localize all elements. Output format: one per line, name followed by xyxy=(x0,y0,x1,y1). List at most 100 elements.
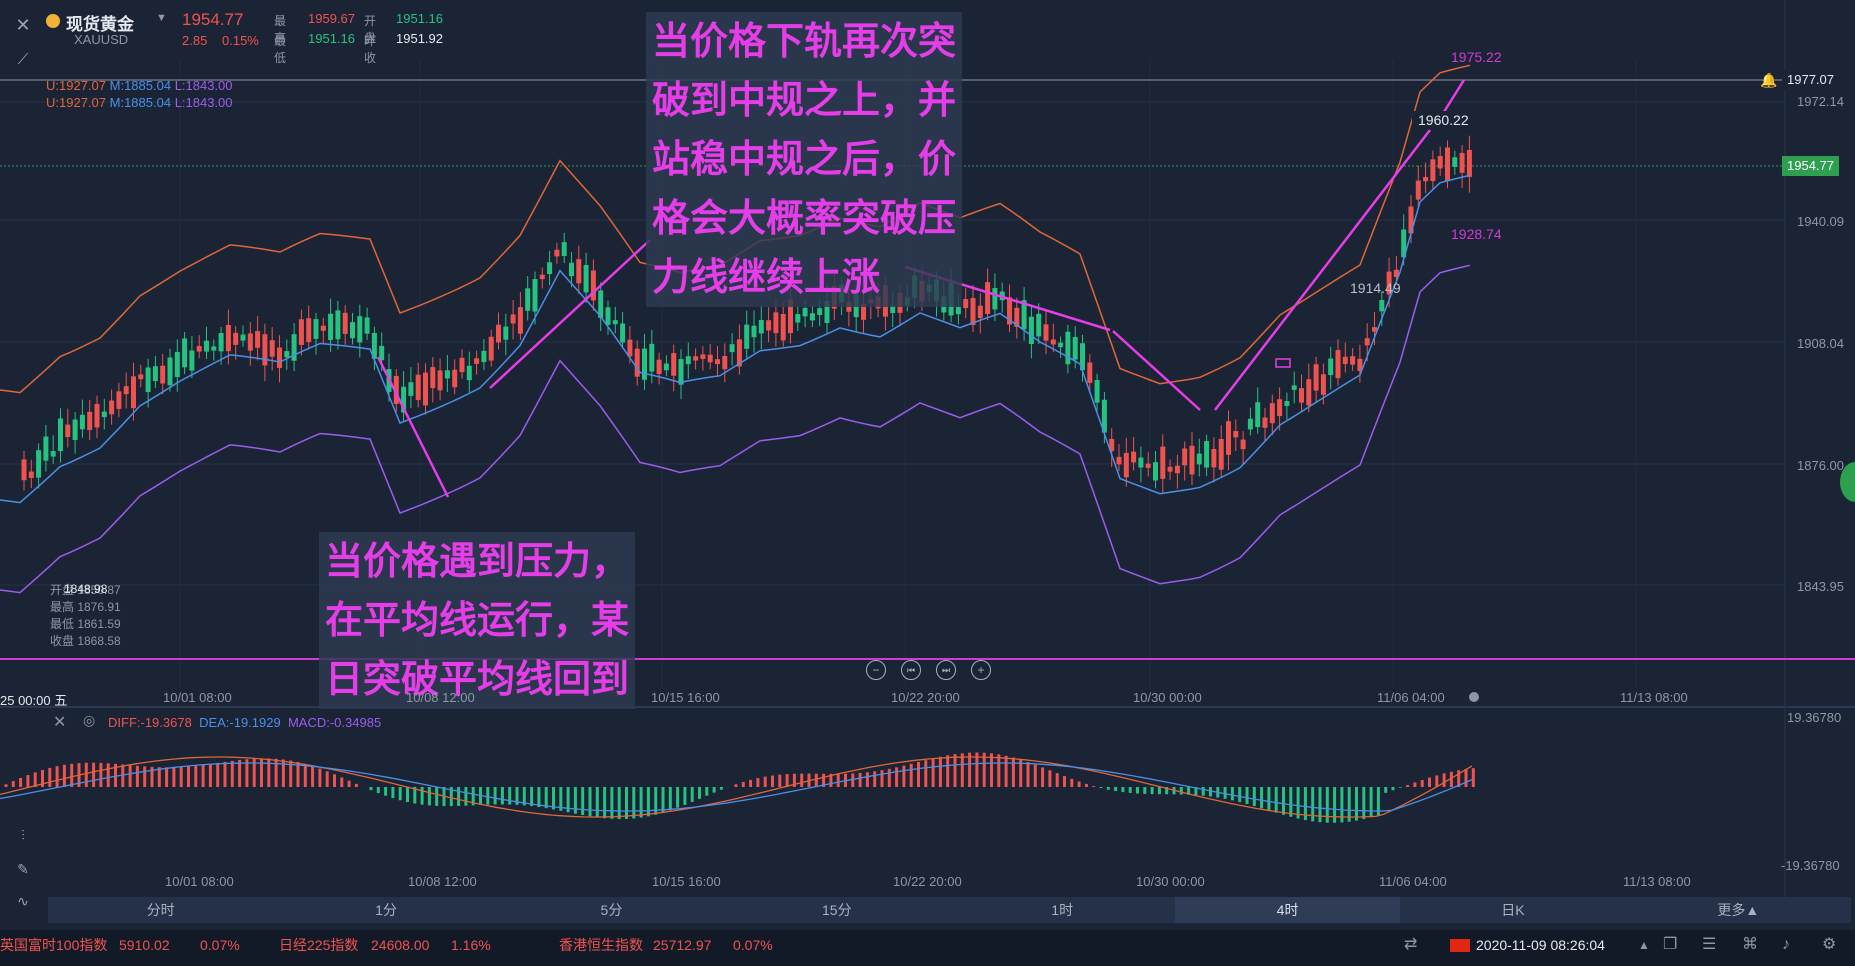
zoom-out-icon[interactable]: − xyxy=(866,660,886,680)
macd-bar xyxy=(1143,787,1147,794)
candle-body xyxy=(1196,453,1202,465)
skip-back-icon[interactable]: ⏮ xyxy=(901,660,921,680)
candle-body xyxy=(364,317,370,334)
candle-body xyxy=(715,359,720,365)
dropdown-icon[interactable]: ▲ xyxy=(1638,938,1650,952)
tab-1hour[interactable]: 1时 xyxy=(1051,902,1074,918)
tab-timeshare[interactable]: 分时 xyxy=(146,902,175,918)
trend-icon[interactable]: ∿ xyxy=(17,892,29,909)
macd-bar xyxy=(800,773,804,787)
macd-bar xyxy=(785,774,789,787)
macd-bar xyxy=(187,766,190,787)
candle-body xyxy=(1466,149,1472,177)
ticker-pct: 0.07% xyxy=(200,937,240,953)
zoom-in-icon[interactable]: + xyxy=(971,660,991,680)
candle-body xyxy=(291,334,297,361)
tab-daily[interactable]: 日K xyxy=(1501,902,1525,918)
pen-icon[interactable]: ✎ xyxy=(17,860,29,877)
candle-body xyxy=(1401,229,1407,258)
ticker-name[interactable]: 英国富时100指数 xyxy=(0,937,108,953)
candle-body xyxy=(1423,176,1429,182)
macd-bar xyxy=(384,787,388,796)
chevron-down-icon[interactable]: ▼ xyxy=(156,12,167,24)
candle-body xyxy=(1445,147,1450,181)
tab-more[interactable]: 更多▲ xyxy=(1717,902,1760,918)
candle-body xyxy=(174,351,180,378)
time-axis-label: 10/01 08:00 xyxy=(163,690,232,705)
candle-body xyxy=(189,350,195,371)
candle-body xyxy=(1240,439,1246,450)
macd-dea: DEA:-19.1929 xyxy=(199,715,281,730)
macd-bar xyxy=(486,787,490,805)
settings-icon[interactable]: ⚙ xyxy=(1822,936,1837,953)
candle-body xyxy=(131,376,136,409)
list-icon[interactable]: ☰ xyxy=(1702,936,1717,953)
candle-body xyxy=(1021,300,1027,330)
macd-bar xyxy=(1041,767,1045,787)
window-icon[interactable]: ❐ xyxy=(1663,936,1678,953)
tab-1min[interactable]: 1分 xyxy=(375,902,397,918)
side-badge[interactable] xyxy=(1840,462,1855,502)
alarm-bell-icon[interactable]: 🔔 xyxy=(1760,72,1778,88)
candle-body xyxy=(890,305,896,313)
ticker-name[interactable]: 香港恒生指数 xyxy=(559,937,643,953)
macd-bar xyxy=(1070,778,1074,787)
macd-settings-icon[interactable]: ◎ xyxy=(83,712,96,728)
macd-bar xyxy=(1026,762,1030,787)
camera-icon[interactable]: ⌘ xyxy=(1742,936,1758,953)
skip-forward-icon[interactable]: ⏭ xyxy=(936,660,956,680)
macd-bar xyxy=(814,773,818,787)
macd-bar xyxy=(668,787,672,811)
candle-body xyxy=(94,403,100,428)
candle-body xyxy=(693,356,699,361)
macd-axis-top: 19.36780 xyxy=(1787,710,1842,725)
macd-bar xyxy=(1325,787,1329,823)
macd-close-icon[interactable]: ✕ xyxy=(53,714,67,731)
sound-icon[interactable]: ♪ xyxy=(1782,936,1790,953)
tab-4hour[interactable]: 4时 xyxy=(1174,897,1401,923)
tab-15min[interactable]: 15分 xyxy=(822,902,852,918)
macd-bar xyxy=(1376,787,1380,816)
candle-body xyxy=(1058,342,1064,348)
boll-middle-line xyxy=(0,174,1471,504)
ticker-name[interactable]: 日经225指数 xyxy=(279,937,359,953)
macd-bar xyxy=(1238,787,1242,803)
candle-body xyxy=(590,270,596,301)
macd-bar xyxy=(917,761,920,787)
candle-body xyxy=(627,339,633,357)
candle-body xyxy=(671,353,677,376)
candle-body xyxy=(861,303,866,320)
scroll-handle[interactable] xyxy=(1469,692,1479,702)
close-icon[interactable]: ✕ xyxy=(15,14,31,35)
indicator-icon[interactable]: ⫶ xyxy=(21,826,25,843)
draw-tool-icon[interactable]: ⟋ xyxy=(17,50,29,68)
tab-5min[interactable]: 5分 xyxy=(600,902,623,918)
candle-body xyxy=(109,400,115,415)
macd-bar xyxy=(1406,785,1410,787)
macd-bar xyxy=(435,787,439,806)
candle-body xyxy=(1145,463,1151,468)
macd-diff-line xyxy=(0,756,1473,818)
time-axis-label: 10/08 12:00 xyxy=(406,690,475,705)
candle-body xyxy=(87,411,93,430)
macd-bar xyxy=(792,773,796,787)
connection-icon[interactable]: ⇄ xyxy=(1404,936,1418,953)
last-price: 1954.77 xyxy=(182,10,244,29)
candle-body xyxy=(678,359,684,385)
symbol-name[interactable]: 现货黄金 xyxy=(66,15,134,34)
candle-body xyxy=(167,357,173,386)
candle-body xyxy=(1306,379,1312,406)
macd-bar xyxy=(880,770,884,787)
macd-bar xyxy=(836,773,840,787)
macd-bar xyxy=(1311,787,1315,822)
macd-bar xyxy=(1333,787,1337,823)
chart-canvas[interactable] xyxy=(0,0,1855,930)
macd-bar xyxy=(1464,769,1468,787)
candle-body xyxy=(1262,417,1268,428)
candle-body xyxy=(963,299,969,309)
time-axis-label: 10/15 16:00 xyxy=(651,690,720,705)
macd-bar xyxy=(1260,787,1264,809)
candle-body xyxy=(393,375,399,404)
candle-body xyxy=(466,365,472,381)
candle-body xyxy=(1364,338,1370,346)
